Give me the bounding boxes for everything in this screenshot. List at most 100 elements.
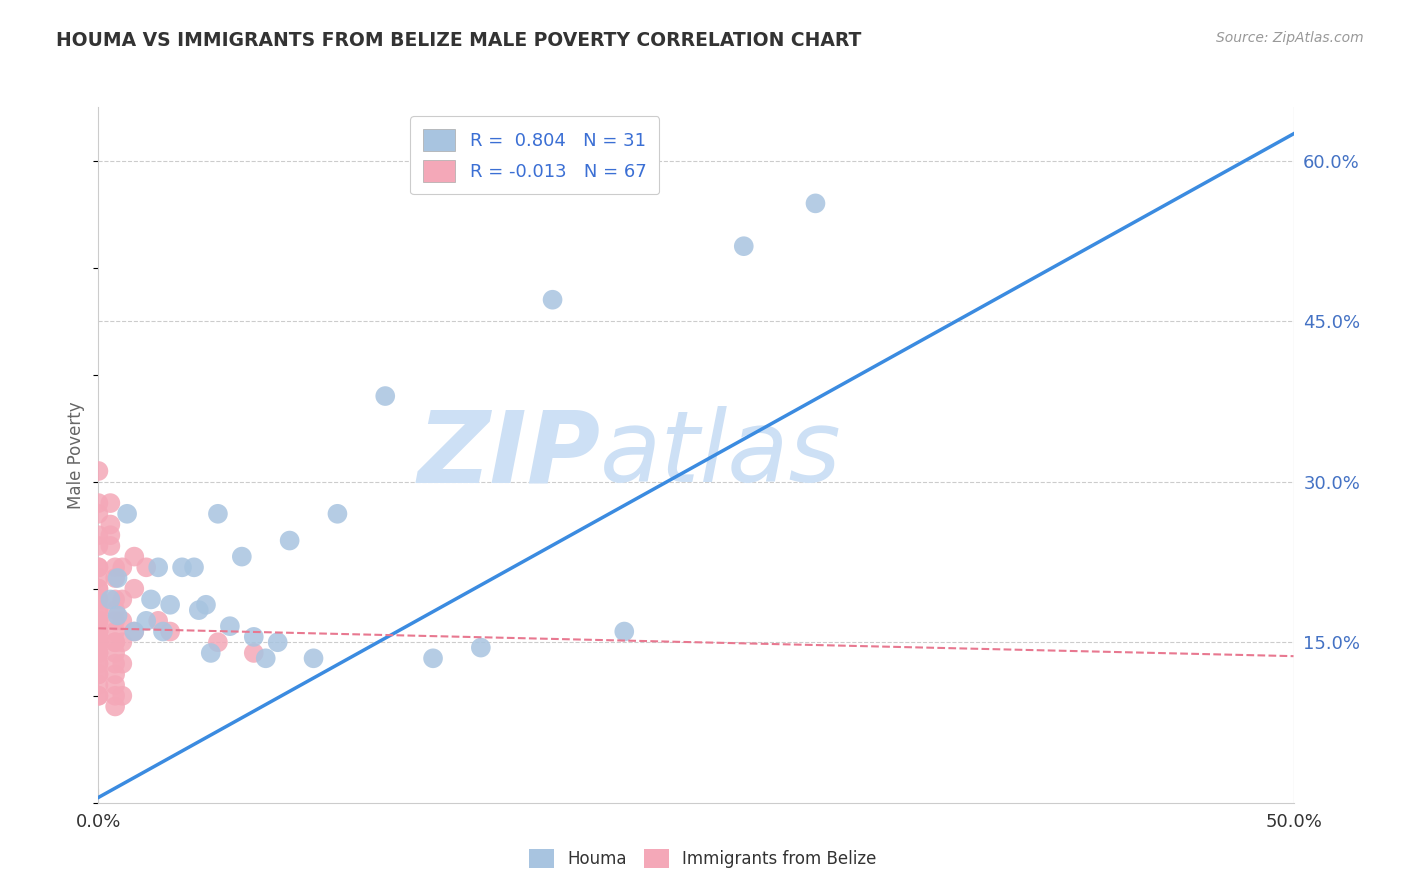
Point: [183, 560, 205, 574]
Y-axis label: Male Poverty: Male Poverty: [67, 401, 86, 508]
Point: [104, 592, 127, 607]
Point: [107, 608, 129, 623]
Point: [87, 624, 110, 639]
Point: [87, 507, 110, 521]
Point: [135, 614, 157, 628]
Point: [139, 592, 162, 607]
Point: [374, 389, 396, 403]
Point: [243, 630, 266, 644]
Point: [87, 646, 110, 660]
Point: [104, 603, 127, 617]
Text: Source: ZipAtlas.com: Source: ZipAtlas.com: [1216, 31, 1364, 45]
Point: [104, 667, 127, 681]
Point: [87, 646, 110, 660]
Point: [104, 635, 127, 649]
Point: [87, 635, 110, 649]
Point: [124, 549, 146, 564]
Point: [87, 657, 110, 671]
Point: [111, 657, 134, 671]
Point: [148, 560, 170, 574]
Point: [104, 614, 127, 628]
Point: [124, 624, 146, 639]
Text: HOUMA VS IMMIGRANTS FROM BELIZE MALE POVERTY CORRELATION CHART: HOUMA VS IMMIGRANTS FROM BELIZE MALE POV…: [56, 31, 862, 50]
Point: [87, 614, 110, 628]
Point: [219, 619, 242, 633]
Point: [470, 640, 492, 655]
Point: [87, 614, 110, 628]
Point: [104, 646, 127, 660]
Point: [135, 560, 157, 574]
Point: [267, 635, 290, 649]
Point: [87, 678, 110, 692]
Point: [231, 549, 253, 564]
Point: [111, 614, 134, 628]
Point: [87, 624, 110, 639]
Point: [87, 635, 110, 649]
Point: [187, 603, 209, 617]
Point: [104, 571, 127, 585]
Point: [159, 598, 181, 612]
Point: [87, 560, 110, 574]
Point: [326, 507, 349, 521]
Point: [98, 528, 122, 542]
Point: [733, 239, 755, 253]
Text: ZIP: ZIP: [418, 407, 600, 503]
Point: [172, 560, 194, 574]
Point: [104, 699, 127, 714]
Point: [104, 560, 127, 574]
Point: [98, 592, 122, 607]
Point: [87, 646, 110, 660]
Legend: R =  0.804   N = 31, R = -0.013   N = 67: R = 0.804 N = 31, R = -0.013 N = 67: [411, 116, 659, 194]
Point: [87, 603, 110, 617]
Point: [124, 624, 146, 639]
Point: [107, 571, 129, 585]
Point: [87, 689, 110, 703]
Point: [111, 635, 134, 649]
Point: [541, 293, 564, 307]
Point: [87, 635, 110, 649]
Text: atlas: atlas: [600, 407, 842, 503]
Point: [87, 571, 110, 585]
Point: [278, 533, 301, 548]
Point: [87, 528, 110, 542]
Point: [207, 635, 229, 649]
Point: [87, 592, 110, 607]
Point: [87, 592, 110, 607]
Point: [804, 196, 827, 211]
Point: [200, 646, 222, 660]
Point: [422, 651, 444, 665]
Point: [87, 539, 110, 553]
Point: [613, 624, 636, 639]
Point: [87, 614, 110, 628]
Point: [98, 496, 122, 510]
Point: [111, 592, 134, 607]
Point: [104, 635, 127, 649]
Point: [87, 667, 110, 681]
Point: [98, 539, 122, 553]
Point: [159, 624, 181, 639]
Point: [87, 624, 110, 639]
Point: [207, 507, 229, 521]
Point: [87, 496, 110, 510]
Point: [104, 624, 127, 639]
Point: [87, 635, 110, 649]
Legend: Houma, Immigrants from Belize: Houma, Immigrants from Belize: [523, 843, 883, 875]
Point: [115, 507, 138, 521]
Point: [104, 657, 127, 671]
Point: [104, 689, 127, 703]
Point: [254, 651, 277, 665]
Point: [104, 678, 127, 692]
Point: [124, 582, 146, 596]
Point: [87, 689, 110, 703]
Point: [87, 560, 110, 574]
Point: [87, 667, 110, 681]
Point: [148, 614, 170, 628]
Point: [87, 582, 110, 596]
Point: [98, 517, 122, 532]
Point: [243, 646, 266, 660]
Point: [152, 624, 174, 639]
Point: [87, 657, 110, 671]
Point: [87, 464, 110, 478]
Point: [111, 689, 134, 703]
Point: [87, 582, 110, 596]
